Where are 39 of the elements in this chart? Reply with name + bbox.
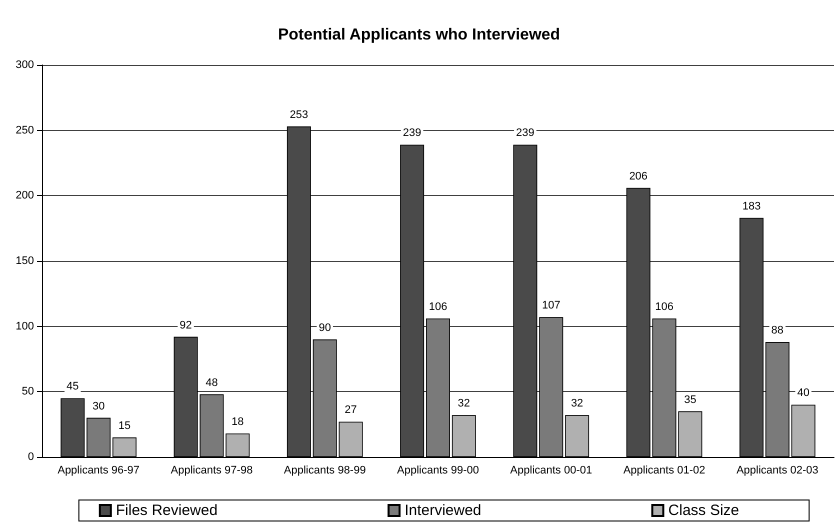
x-tick-label: Applicants 01-02 <box>623 464 706 476</box>
data-label: 90 <box>318 322 331 334</box>
y-tick-label: 0 <box>28 451 34 463</box>
y-tick-label: 50 <box>22 386 34 398</box>
x-tick-label: Applicants 00-01 <box>510 464 592 476</box>
y-tick-label: 200 <box>16 190 34 202</box>
legend-label: Class Size <box>668 502 740 519</box>
data-label: 15 <box>118 420 131 432</box>
data-label: 253 <box>290 108 308 121</box>
y-tick-label: 300 <box>16 59 34 71</box>
y-tick-label: 100 <box>16 320 34 332</box>
data-label: 18 <box>232 416 244 428</box>
data-label: 239 <box>516 127 534 140</box>
data-label: 40 <box>797 387 810 400</box>
data-label: 92 <box>180 319 192 332</box>
x-tick-label: Applicants 96-97 <box>58 464 140 476</box>
data-label: 106 <box>428 300 448 313</box>
y-tick-label: 150 <box>16 255 34 267</box>
x-tick-label: Applicants 99-00 <box>397 464 479 476</box>
y-tick-label: 250 <box>16 124 34 136</box>
data-label: 239 <box>402 127 422 140</box>
legend-label: Interviewed <box>404 502 482 519</box>
data-label: 183 <box>742 200 761 212</box>
data-label: 45 <box>66 380 79 393</box>
chart-title: Potential Applicants who Interviewed <box>278 26 560 44</box>
data-label: 206 <box>629 170 648 182</box>
x-tick-label: Applicants 98-99 <box>284 464 366 476</box>
data-label: 30 <box>92 400 105 412</box>
data-label: 35 <box>684 394 696 406</box>
x-tick-label: Applicants 02-03 <box>736 464 818 476</box>
data-label: 48 <box>206 376 218 389</box>
legend-label: Files Reviewed <box>116 502 218 519</box>
data-label: 106 <box>655 300 674 313</box>
data-label: 32 <box>570 398 584 410</box>
x-tick-label: Applicants 97-98 <box>170 464 253 476</box>
data-label: 32 <box>458 398 470 410</box>
data-label: 107 <box>542 300 560 312</box>
data-label: 88 <box>771 324 784 337</box>
data-label: 27 <box>344 404 357 416</box>
